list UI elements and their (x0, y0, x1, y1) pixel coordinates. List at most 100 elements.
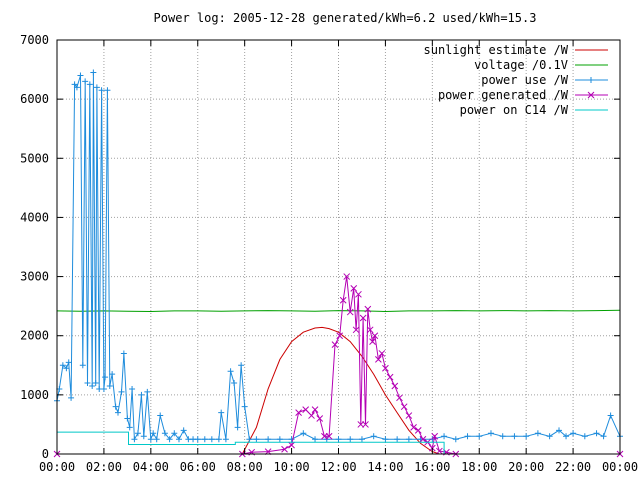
series-point-2 (124, 415, 131, 422)
series-point-2 (593, 430, 600, 437)
series-point-2 (114, 409, 121, 416)
series-point-2 (131, 436, 138, 443)
x-tick-label: 10:00 (274, 460, 310, 474)
series-point-2 (215, 436, 222, 443)
series-point-2 (140, 433, 147, 440)
series-point-2 (335, 436, 342, 443)
series-point-2 (161, 430, 168, 437)
x-tick-label: 04:00 (133, 460, 169, 474)
series-point-2 (73, 84, 80, 91)
series-point-2 (153, 436, 160, 443)
series-point-2 (570, 430, 577, 437)
series-point-2 (523, 433, 530, 440)
series-point-2 (234, 424, 241, 431)
series-point-2 (59, 362, 66, 369)
series-point-2 (241, 403, 248, 410)
series-point-2 (63, 365, 70, 372)
series-point-3 (391, 382, 399, 390)
series-point-3 (331, 341, 339, 348)
series-point-2 (86, 81, 93, 88)
axes: 00:00 02:00 04:00 06:00 08:00 10:00 12:00 14:00… (20, 33, 638, 474)
series-point-3 (339, 296, 347, 304)
series-point-2 (499, 433, 506, 440)
series-point-2 (93, 84, 100, 91)
series-point-2 (511, 433, 518, 440)
series-point-3 (366, 326, 374, 334)
x-tick-label: 08:00 (227, 460, 263, 474)
x-tick-label: 12:00 (320, 460, 356, 474)
series-point-3 (308, 412, 315, 419)
series-point-2 (464, 433, 471, 440)
series-point-2 (534, 430, 541, 437)
series-point-2 (222, 436, 229, 443)
series-point-3 (371, 332, 379, 340)
series-point-2 (600, 433, 607, 440)
series-point-3 (386, 373, 394, 381)
series-point-2 (312, 436, 319, 443)
series-point-3 (302, 406, 310, 413)
series-point-2 (150, 430, 157, 437)
series-point-3 (587, 91, 595, 99)
y-tick-label: 7000 (20, 33, 49, 47)
series-point-3 (295, 409, 302, 416)
series-point-2 (166, 436, 173, 443)
series-point-2 (98, 87, 105, 94)
series-point-2 (112, 403, 119, 410)
series-point-2 (118, 388, 125, 395)
series-point-3 (378, 350, 386, 357)
series-point-2 (441, 433, 448, 440)
series-point-2 (588, 77, 594, 83)
series-point-3 (355, 290, 362, 298)
series-point-2 (370, 433, 377, 440)
series-point-2 (253, 436, 260, 443)
series-point-2 (546, 433, 553, 440)
series-point-3 (375, 356, 382, 363)
series-4 (57, 431, 620, 455)
series-point-2 (79, 362, 86, 369)
y-tick-label: 3000 (20, 270, 49, 284)
series-point-3 (410, 424, 417, 431)
legend-label: power generated /W (438, 88, 569, 102)
x-tick-label: 16:00 (414, 460, 450, 474)
series-point-2 (100, 385, 107, 392)
series-point-2 (68, 394, 75, 401)
series-point-2 (607, 412, 614, 419)
series-point-3 (346, 308, 354, 316)
legend-label: power on C14 /W (460, 103, 569, 117)
series-point-2 (144, 388, 151, 395)
x-tick-label: 00:00 (602, 460, 638, 474)
legend-label: voltage /0.1V (474, 58, 568, 72)
x-tick-label: 00:00 (39, 460, 75, 474)
series-point-3 (362, 421, 369, 428)
series-point-2 (394, 436, 401, 443)
series-point-2 (276, 436, 283, 443)
series-point-2 (175, 436, 182, 443)
y-tick-label: 2000 (20, 329, 49, 343)
series-point-3 (359, 314, 367, 322)
series-point-3 (311, 406, 319, 413)
series-line-4 (57, 431, 620, 455)
series-point-2 (82, 78, 89, 85)
series-point-3 (436, 447, 443, 455)
series-point-2 (104, 87, 111, 94)
x-tick-label: 22:00 (555, 460, 591, 474)
x-tick-label: 14:00 (367, 460, 403, 474)
series-point-2 (194, 436, 201, 443)
series-point-2 (382, 436, 389, 443)
series-point-2 (180, 427, 187, 434)
series-2 (54, 69, 623, 443)
series-point-2 (90, 69, 97, 76)
series-point-3 (405, 412, 413, 419)
series-point-3 (396, 394, 403, 402)
series-point-3 (419, 435, 427, 443)
series-point-2 (134, 430, 141, 437)
legend-label: sunlight estimate /W (424, 43, 569, 57)
series-point-2 (201, 436, 208, 443)
series-point-2 (300, 430, 307, 437)
series-point-3 (364, 305, 372, 313)
series-point-3 (288, 441, 295, 449)
series-point-2 (452, 436, 459, 443)
series-point-2 (171, 430, 178, 437)
series-point-3 (343, 273, 351, 280)
